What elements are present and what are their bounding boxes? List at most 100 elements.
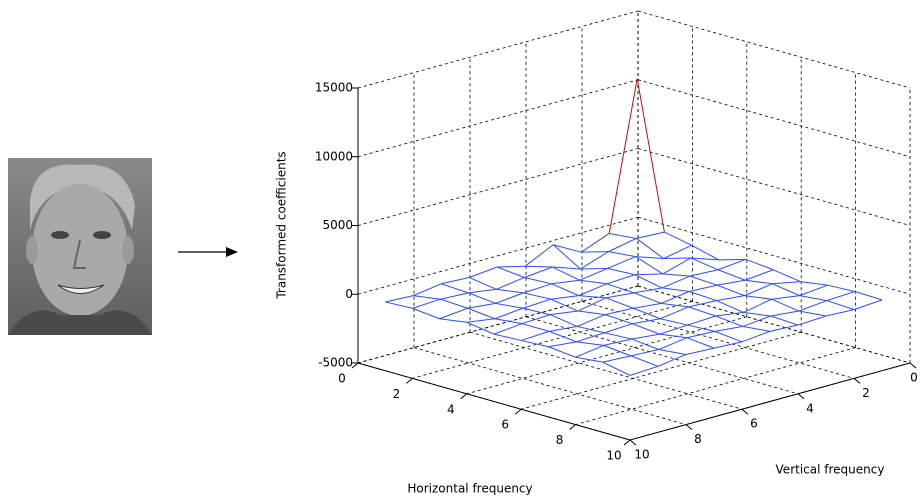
mesh-edge (553, 244, 582, 253)
mesh-edge (577, 297, 607, 312)
mesh-edge (579, 267, 608, 281)
y-tick-label: 10 (634, 448, 649, 462)
mesh-edge (713, 341, 743, 349)
mesh-edge (576, 332, 605, 343)
mesh-edge (576, 341, 604, 346)
y-tick-label: 4 (806, 401, 814, 415)
mesh-edge (413, 295, 441, 300)
mesh-edge (770, 315, 799, 326)
mesh-edge (577, 314, 606, 327)
z-tick-label: 5000 (322, 218, 353, 232)
grid-line (357, 10, 639, 89)
mesh-edge (580, 251, 609, 270)
grid-line (466, 316, 747, 395)
mesh-edge (631, 338, 659, 350)
mesh-edge (524, 276, 552, 285)
mesh-edge (549, 310, 579, 316)
mesh-edge (633, 292, 662, 304)
mesh-edge (551, 279, 580, 285)
mesh-edge (798, 310, 827, 317)
mesh-edge (714, 330, 743, 343)
mesh-edge (690, 257, 719, 261)
z-tick-label: 15000 (315, 81, 353, 95)
mesh-edge (744, 295, 772, 300)
mesh-edge (468, 288, 497, 294)
mesh-edge (635, 256, 664, 275)
mesh-edge (663, 257, 691, 259)
mesh-edge (744, 283, 773, 297)
mesh-edge (521, 323, 550, 332)
z-tick-label: 10000 (315, 149, 353, 163)
mesh-edge (608, 78, 638, 234)
mesh-edge (660, 306, 689, 320)
mesh-edge (494, 318, 523, 325)
axes: 0 2 4 6 8 10 0 2 4 6 8 10 -5000 0 5000 10000 15000 (315, 10, 918, 463)
x-tick (514, 408, 522, 415)
mesh-edge (439, 318, 467, 323)
mesh-edge (743, 311, 771, 317)
x-tick-label: 4 (447, 402, 455, 416)
mesh-edge (661, 287, 690, 292)
mesh-edge (630, 349, 659, 357)
mesh-edge (635, 256, 664, 259)
x-tick-label: 8 (556, 433, 564, 447)
mesh-edge (661, 302, 689, 308)
mesh-edge (629, 365, 659, 376)
mesh-edge (412, 307, 440, 320)
mesh-edge (798, 300, 827, 312)
mesh-edge (578, 295, 607, 299)
mesh-edge (660, 318, 688, 326)
mesh-edge (661, 275, 691, 289)
y-tick-label: 6 (750, 417, 758, 431)
y-tick (629, 439, 637, 446)
mesh-edge (770, 310, 799, 317)
mesh-edge (575, 344, 604, 358)
mesh-edge (657, 354, 687, 367)
mesh-edge (716, 300, 744, 313)
mesh-edge (605, 314, 633, 325)
grid-line (521, 331, 802, 410)
grid-line (357, 216, 639, 295)
mesh-edge (385, 295, 414, 303)
grid-line (357, 79, 639, 158)
mesh-edge (603, 338, 632, 346)
mesh-edge (413, 283, 442, 297)
x-tick (351, 362, 359, 369)
mesh-edge (689, 291, 717, 302)
mesh-edge (689, 284, 718, 292)
mesh-edge (549, 330, 577, 343)
mesh-edge (551, 283, 579, 297)
mesh-edge (658, 337, 687, 350)
mesh-edge (634, 274, 663, 289)
mesh-edge (441, 283, 469, 294)
mesh-edge (608, 237, 637, 253)
mesh-edge (580, 233, 610, 253)
grid-line (637, 10, 911, 89)
grid-line (575, 347, 856, 425)
mesh-edge (633, 307, 661, 320)
z-tick-label: 0 (345, 287, 353, 301)
mesh-edge (688, 306, 716, 317)
mesh-edge (608, 251, 636, 258)
mesh-edge (603, 344, 631, 357)
x-tick-label: 6 (501, 418, 509, 432)
mesh-edge (550, 295, 579, 300)
mesh-edge (743, 298, 772, 313)
mesh-edge (799, 295, 827, 302)
mesh-edge (662, 273, 691, 277)
mesh-edge (664, 231, 692, 246)
mesh-edge (439, 307, 468, 320)
mesh-edge (494, 307, 523, 320)
mesh-edge (496, 288, 524, 294)
mesh-edge (800, 281, 828, 286)
mesh-edge (663, 244, 692, 259)
mesh-edge (717, 279, 746, 286)
mesh-edge (580, 267, 608, 270)
mesh-edge (469, 277, 497, 290)
mesh-edge (522, 307, 551, 316)
mesh-edge (826, 291, 855, 302)
x-tick-label: 0 (338, 372, 346, 386)
mesh-edge (662, 257, 692, 275)
mesh-edge (602, 355, 631, 363)
mesh-edge (609, 232, 637, 239)
